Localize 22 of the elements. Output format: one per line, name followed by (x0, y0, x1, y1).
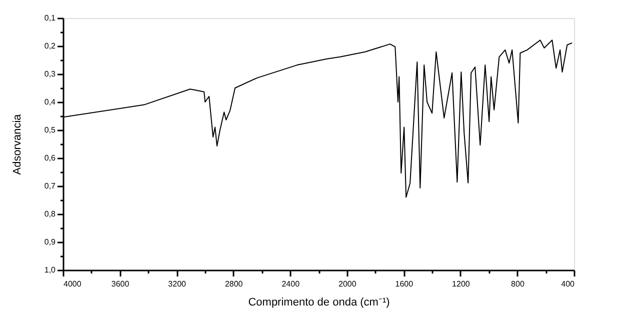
y-tick-label: 1,0 (44, 266, 56, 274)
y-axis-title: Adsorvancia (11, 113, 24, 175)
y-tick-label: 0,2 (44, 42, 56, 50)
y-tick-label: 0,5 (44, 126, 56, 134)
x-tick-label: 3600 (111, 280, 130, 288)
x-tick-label: 2800 (224, 280, 244, 288)
x-tick-label: 1200 (452, 280, 470, 288)
x-tick-label: 400 (561, 280, 576, 288)
x-tick-label: 4000 (64, 280, 82, 288)
y-tick-label: 0,3 (44, 70, 56, 78)
x-tick-label: 800 (511, 280, 525, 288)
y-tick-label: 0,4 (44, 98, 56, 106)
y-tick-label: 0,9 (44, 238, 56, 246)
x-tick-label: 3200 (168, 280, 187, 288)
x-tick-label: 1600 (395, 280, 414, 288)
y-tick-label: 0,7 (44, 182, 56, 190)
y-tick-label: 0,6 (44, 154, 56, 162)
x-tick-label: 2000 (338, 280, 357, 288)
x-tick-label: 2400 (282, 280, 300, 288)
x-axis-title: Comprimento de onda (cm⁻¹) (248, 296, 390, 308)
y-tick-label: 0,8 (44, 210, 56, 218)
y-tick-label: 0,1 (44, 14, 56, 22)
